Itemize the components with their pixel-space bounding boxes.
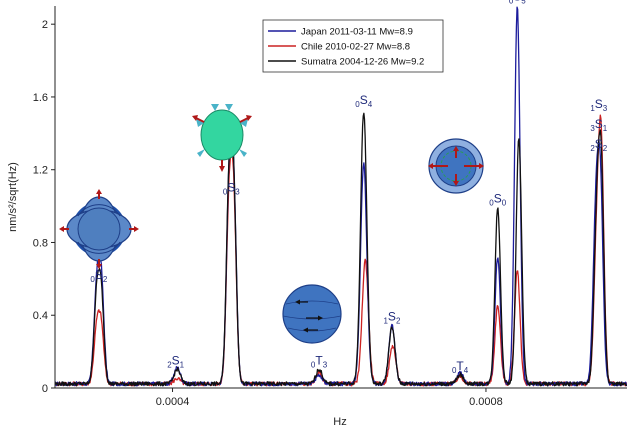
legend-label-chile: Chile 2010-02-27 Mw=8.8 bbox=[301, 42, 410, 53]
legend-label-sumatra: Sumatra 2004-12-26 Mw=9.2 bbox=[301, 57, 424, 68]
y-tick-label: 1.6 bbox=[33, 92, 48, 104]
x-axis-title: Hz bbox=[333, 416, 346, 428]
y-tick-label: 0.4 bbox=[33, 310, 48, 322]
mode-label: 0S0 bbox=[489, 191, 506, 207]
y-tick-label: 0 bbox=[42, 383, 48, 395]
mode-label: 0S3 bbox=[223, 181, 240, 197]
mode-label: 0S5 bbox=[509, 0, 526, 6]
y-tick-label: 2 bbox=[42, 19, 48, 31]
series-layer bbox=[55, 6, 627, 387]
mode-label: 3S1 bbox=[590, 117, 607, 133]
x-ticks: 0.0004 0.0008 bbox=[156, 388, 503, 408]
mode-shape-0S2-icon bbox=[59, 189, 139, 269]
x-tick-label: 0.0004 bbox=[156, 396, 190, 408]
mode-label: 0T4 bbox=[452, 359, 469, 375]
mode-label: 0T3 bbox=[311, 353, 328, 369]
x-tick-label: 0.0008 bbox=[469, 396, 503, 408]
y-axis-title: nm/s²/sqrt(Hz) bbox=[7, 162, 19, 232]
y-tick-label: 0.8 bbox=[33, 237, 48, 249]
mode-label: 2S1 bbox=[167, 353, 184, 369]
legend-label-japan: Japan 2011-03-11 Mw=8.9 bbox=[301, 27, 413, 38]
y-tick-label: 1.2 bbox=[33, 165, 48, 177]
series-line-sumatra bbox=[55, 112, 627, 387]
mode-label: 1S2 bbox=[383, 310, 400, 326]
mode-label: 0S4 bbox=[355, 93, 372, 109]
mode-label: 1S3 bbox=[590, 97, 607, 113]
mode-label: 0S2 bbox=[90, 268, 107, 284]
mode-label: 2S2 bbox=[590, 137, 607, 153]
mode-shape-0T3-icon bbox=[282, 284, 342, 344]
mode-shape-0S0-icon bbox=[428, 138, 484, 194]
legend: Japan 2011-03-11 Mw=8.9 Chile 2010-02-27… bbox=[262, 19, 444, 73]
y-ticks: 0 0.4 0.8 1.2 1.6 2 bbox=[33, 19, 55, 395]
mode-shape-0S3-icon bbox=[192, 104, 252, 172]
mode-labels: 0S2 2S1 0S3 0T3 0S4 1S2 0T4 0S0 0S5 1S3 3S1 2S2 bbox=[90, 0, 607, 375]
